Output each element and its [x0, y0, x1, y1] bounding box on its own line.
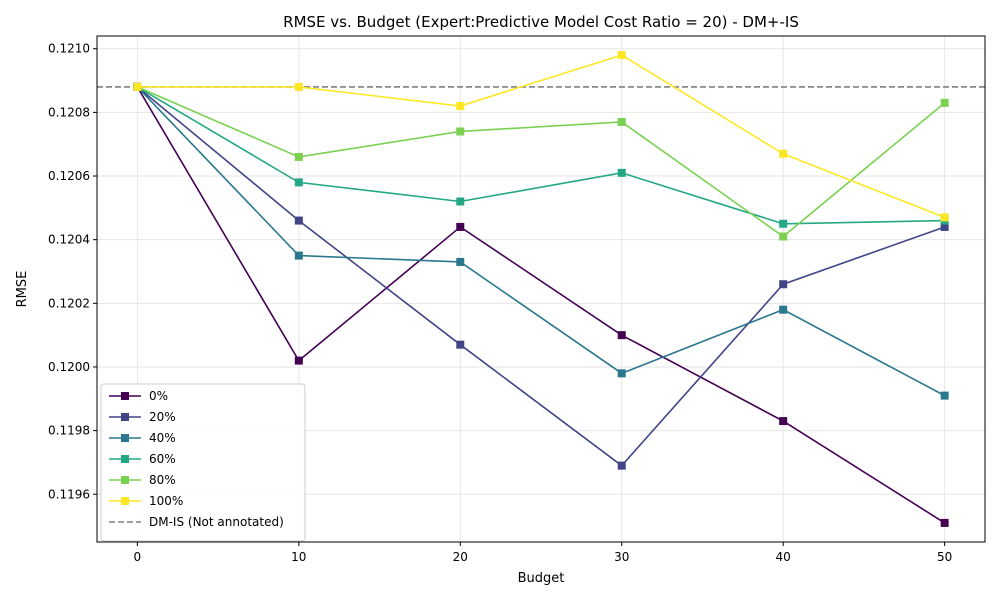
series-line: [136, 86, 945, 225]
data-point: [456, 197, 465, 206]
legend-marker-swatch: [121, 497, 129, 505]
series-line: [136, 86, 946, 524]
y-tick-label: 0.1206: [48, 169, 90, 183]
legend-marker-swatch: [121, 434, 129, 442]
data-point: [779, 149, 788, 158]
series-line: [137, 86, 946, 238]
y-tick-label: 0.1202: [48, 296, 90, 310]
y-tick-label: 0.1200: [48, 360, 90, 374]
series-60pct: [133, 82, 949, 228]
data-point: [940, 98, 949, 107]
data-point: [294, 251, 303, 260]
data-point: [940, 213, 949, 222]
chart-title: RMSE vs. Budget (Expert:Predictive Model…: [283, 13, 799, 31]
y-axis-ticks: 0.1196 0.1198 0.1200 0.1202 0.1204 0.1206 0.12…: [48, 42, 97, 501]
data-point: [456, 257, 465, 266]
data-point: [456, 127, 465, 136]
y-tick-label: 0.1196: [48, 487, 90, 501]
legend-marker-swatch: [121, 413, 129, 421]
data-point: [779, 305, 788, 314]
y-tick-label: 0.1208: [48, 105, 90, 119]
data-point: [617, 331, 626, 340]
y-tick-label: 0.1204: [48, 233, 90, 247]
legend-item: 0%: [109, 389, 168, 403]
data-point: [617, 461, 626, 470]
legend: 0% 20% 40% 60% 80% 100% DM-IS (Not annotated): [100, 383, 306, 542]
legend-item-reference: DM-IS (Not annotated): [109, 515, 284, 529]
legend-label: 20%: [149, 410, 176, 424]
x-axis-ticks: 0 10 20 30 40 50: [134, 542, 952, 564]
data-point: [294, 216, 303, 225]
legend-label: 40%: [149, 431, 176, 445]
data-point: [779, 417, 788, 426]
legend-marker-swatch: [121, 392, 129, 400]
legend-box: [100, 383, 306, 542]
legend-item: 60%: [109, 452, 176, 466]
y-axis-label: RMSE: [15, 271, 30, 308]
series-40pct: [133, 82, 949, 400]
data-point: [940, 518, 949, 527]
data-point: [779, 232, 788, 241]
series-80pct: [133, 82, 949, 241]
series-line: [136, 86, 945, 467]
legend-label: DM-IS (Not annotated): [149, 515, 284, 529]
x-tick-label: 0: [134, 550, 142, 564]
y-tick-label: 0.1198: [48, 424, 90, 438]
x-axis-label: Budget: [518, 571, 565, 586]
legend-label: 100%: [149, 494, 183, 508]
data-point: [617, 117, 626, 126]
data-point: [617, 168, 626, 177]
data-point: [779, 219, 788, 228]
data-point: [456, 222, 465, 231]
x-tick-label: 30: [614, 550, 629, 564]
plot-area-frame: [96, 35, 986, 543]
x-tick-label: 10: [291, 550, 306, 564]
x-tick-label: 50: [937, 550, 952, 564]
series-100pct: [133, 51, 949, 222]
legend-item: 40%: [109, 431, 176, 445]
data-point: [617, 51, 626, 60]
data-point: [133, 82, 142, 91]
data-point: [294, 152, 303, 161]
x-tick-label: 20: [453, 550, 468, 564]
x-tick-label: 40: [776, 550, 791, 564]
series-line: [137, 54, 945, 219]
legend-label: 60%: [149, 452, 176, 466]
data-point: [940, 222, 949, 231]
legend-item: 100%: [109, 494, 183, 508]
legend-label: 0%: [149, 389, 168, 403]
data-point: [940, 391, 949, 400]
legend-marker-swatch: [121, 455, 129, 463]
data-point: [294, 82, 303, 91]
data-point: [617, 369, 626, 378]
y-tick-label: 0.1210: [48, 42, 90, 56]
legend-label: 80%: [149, 473, 176, 487]
legend-marker-swatch: [121, 476, 129, 484]
data-point: [294, 178, 303, 187]
data-point: [456, 102, 465, 111]
series-layer: [133, 51, 949, 527]
series-line: [136, 86, 946, 397]
data-point: [456, 340, 465, 349]
data-point: [779, 280, 788, 289]
data-point: [294, 356, 303, 365]
legend-item: 20%: [109, 410, 176, 424]
legend-item: 80%: [109, 473, 176, 487]
